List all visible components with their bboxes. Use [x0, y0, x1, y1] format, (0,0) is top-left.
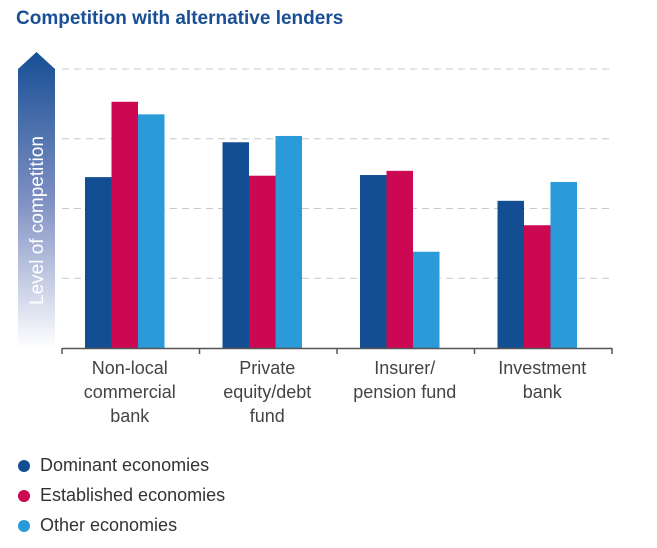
x-tick-label: Insurer/ [374, 358, 435, 378]
chart-plot: Level of competition Non-local commercial… [18, 52, 613, 426]
bar-established-economies [386, 170, 413, 348]
legend-dot-icon [18, 459, 30, 472]
x-tick-label: Non-local [92, 358, 168, 378]
bar-dominant-economies [222, 142, 249, 348]
x-tick-label: commercial [84, 382, 176, 402]
bar-dominant-economies [85, 177, 112, 348]
legend-item: Other economies [18, 515, 177, 536]
bar-established-economies [249, 175, 276, 348]
legend-label: Other economies [40, 515, 178, 535]
bar-established-economies [111, 101, 138, 348]
bar-other-economies [138, 114, 165, 349]
bar-dominant-economies [360, 175, 387, 348]
legend-label: Dominant economies [40, 455, 210, 475]
y-axis-label: Level of competition [27, 136, 48, 305]
x-tick-label: bank [110, 406, 150, 426]
legend-dot-icon [18, 519, 30, 532]
x-tick-label: Private [239, 358, 295, 378]
bar-other-economies [550, 181, 577, 348]
x-tick-label: bank [523, 382, 563, 402]
bar-dominant-economies [497, 200, 524, 348]
x-tick-label: pension fund [353, 382, 456, 402]
legend-item: Dominant economies [18, 455, 209, 476]
chart-title: Competition with alternative lenders [16, 8, 344, 29]
x-tick-label: Investment [498, 358, 586, 378]
bar-established-economies [524, 225, 551, 348]
legend-dot-icon [18, 489, 30, 502]
x-tick-label: fund [250, 406, 285, 426]
bar-other-economies [275, 135, 302, 348]
y-axis-arrow [18, 52, 55, 348]
legend-label: Established economies [40, 485, 226, 505]
bar-other-economies [413, 251, 440, 348]
legend-item: Established economies [18, 485, 225, 506]
x-tick-label: equity/debt [223, 382, 311, 402]
